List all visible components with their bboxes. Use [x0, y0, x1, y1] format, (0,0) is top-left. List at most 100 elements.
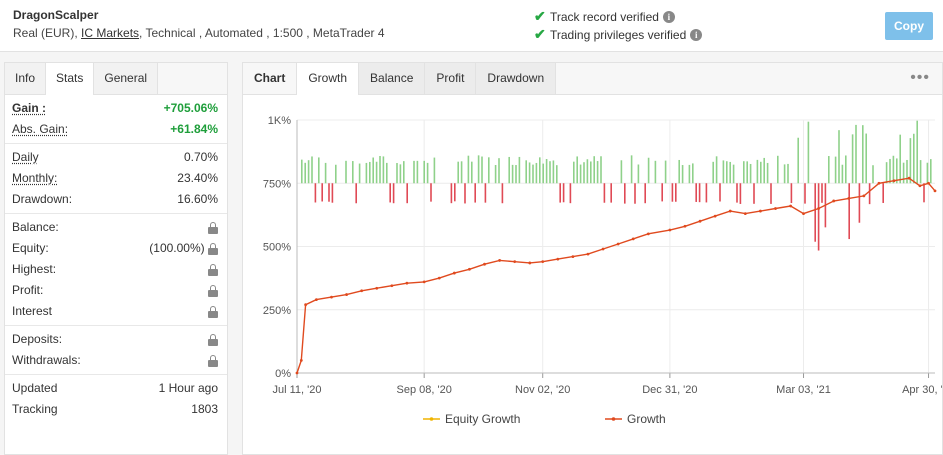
trade-bar-up	[916, 120, 918, 184]
trade-bar-up	[851, 134, 854, 184]
trade-bar-up	[528, 162, 531, 184]
tracking-group: Updated 1 Hour ago Tracking 1803	[5, 375, 227, 423]
gain-label[interactable]: Gain :	[12, 101, 47, 115]
trade-bar-down	[392, 183, 395, 204]
trade-bar-up	[913, 133, 915, 184]
trade-bar-down	[644, 183, 646, 204]
trade-bar-up	[372, 157, 374, 184]
updated-label: Updated	[12, 381, 58, 395]
profit-label: Profit:	[12, 283, 44, 297]
more-options-icon[interactable]: •••	[910, 69, 930, 86]
drawdown-label: Drawdown:	[12, 192, 73, 206]
trade-bar-up	[423, 160, 425, 184]
trade-bar-up	[885, 162, 888, 184]
trade-bar-up	[593, 156, 595, 184]
tab-balance[interactable]: Balance	[359, 63, 426, 94]
trade-bar-up	[549, 161, 551, 184]
lock-icon	[208, 242, 218, 255]
trade-bar-up	[777, 155, 779, 184]
x-tick-label: Apr 30, '21	[902, 384, 942, 396]
tab-profit[interactable]: Profit	[425, 63, 477, 94]
trade-bar-up	[889, 158, 891, 184]
equity-value: (100.00%)	[149, 241, 205, 255]
tab-stats[interactable]: Stats	[46, 63, 95, 95]
trade-bar-up	[855, 124, 857, 184]
trade-bar-up	[379, 155, 381, 184]
tab-info[interactable]: Info	[5, 63, 47, 94]
x-tick-label: Sep 08, '20	[397, 384, 452, 396]
trade-bar-up	[525, 160, 527, 184]
trade-bar-up	[556, 165, 558, 184]
monthly-row: Monthly: 23.40%	[5, 168, 227, 189]
trade-bar-up	[352, 161, 354, 184]
y-tick-label: 750%	[263, 178, 291, 190]
trade-bar-down	[804, 183, 806, 204]
trade-bar-down	[450, 183, 453, 204]
trade-bar-down	[314, 183, 317, 203]
trade-bar-up	[807, 121, 810, 184]
trade-bar-down	[355, 183, 357, 204]
trade-bar-up	[596, 161, 599, 184]
trade-bar-up	[494, 165, 497, 184]
growth-point	[728, 209, 732, 213]
trade-bar-up	[335, 164, 337, 184]
lock-icon	[208, 301, 218, 322]
monthly-label[interactable]: Monthly:	[12, 171, 58, 185]
trade-bar-down	[858, 183, 861, 223]
trade-bar-up	[681, 165, 684, 184]
abs-gain-label[interactable]: Abs. Gain:	[12, 122, 69, 136]
trade-bar-up	[511, 164, 514, 184]
abs-gain-row: Abs. Gain: +61.84%	[5, 119, 227, 140]
trade-bar-up	[620, 160, 623, 184]
trade-bar-down	[328, 183, 330, 202]
trade-bar-down	[474, 183, 476, 203]
trade-bar-up	[722, 160, 725, 184]
trade-bar-up	[678, 159, 680, 184]
tracking-row: Tracking 1803	[5, 399, 227, 420]
trade-bar-up	[576, 156, 578, 184]
tab-growth[interactable]: Growth	[297, 63, 360, 95]
trade-bar-up	[324, 162, 327, 184]
growth-point	[528, 261, 532, 265]
drawdown-row: Drawdown: 16.60%	[5, 189, 227, 210]
daily-label[interactable]: Daily	[12, 150, 39, 164]
info-icon[interactable]: i	[690, 28, 703, 41]
growth-point	[683, 224, 687, 228]
growth-point	[468, 267, 471, 271]
growth-point	[789, 204, 792, 208]
left-tabs: Info Stats General	[5, 63, 227, 95]
trade-bar-up	[318, 157, 320, 184]
trade-bar-down	[814, 183, 816, 242]
trade-bar-up	[783, 164, 786, 184]
copy-button[interactable]: Copy	[885, 12, 933, 40]
y-tick-label: 250%	[263, 305, 291, 317]
trade-bar-down	[624, 183, 626, 204]
growth-point	[907, 176, 911, 180]
trade-bar-down	[569, 183, 572, 204]
legend-growth-marker	[611, 417, 616, 421]
daily-row: Daily 0.70%	[5, 147, 227, 168]
trade-bar-down	[430, 183, 432, 202]
trade-bar-down	[610, 183, 612, 203]
trade-bar-down	[454, 183, 456, 202]
broker-link[interactable]: IC Markets	[81, 26, 140, 40]
gain-value: +705.06%	[163, 101, 218, 115]
growth-chart: 0% 250% 500% 750% 1K% Jul 11, '20 Sep 08, '20 N…	[243, 96, 943, 454]
growth-point	[360, 289, 364, 293]
trade-bar-up	[539, 157, 541, 184]
trade-bar-up	[746, 161, 748, 184]
trade-bar-down	[719, 183, 721, 202]
trade-bar-down	[661, 183, 663, 202]
tab-drawdown[interactable]: Drawdown	[476, 63, 557, 94]
growth-point	[698, 219, 702, 223]
trade-bar-up	[382, 156, 385, 184]
abs-gain-value: +61.84%	[170, 122, 218, 136]
trade-bar-down	[406, 183, 408, 204]
trade-bar-up	[532, 164, 534, 184]
info-icon[interactable]: i	[662, 10, 675, 23]
checkmark-icon: ✔	[534, 8, 546, 24]
growth-point	[299, 358, 303, 362]
trading-privileges-verified: ✔ Trading privileges verified i	[534, 26, 703, 43]
tab-general[interactable]: General	[94, 63, 159, 94]
trade-bar-up	[838, 130, 840, 184]
